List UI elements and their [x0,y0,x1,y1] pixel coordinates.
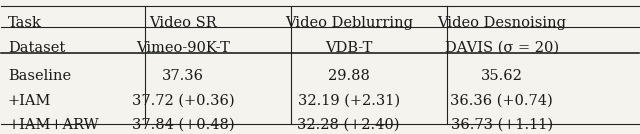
Text: 36.73 (+1.11): 36.73 (+1.11) [451,118,553,132]
Text: +IAM+ARW: +IAM+ARW [8,118,99,132]
Text: VDB-T: VDB-T [325,41,372,55]
Text: 32.19 (+2.31): 32.19 (+2.31) [298,94,400,108]
Text: +IAM: +IAM [8,94,51,108]
Text: DAVIS (σ = 20): DAVIS (σ = 20) [445,41,559,55]
Text: Video Deblurring: Video Deblurring [285,16,413,30]
Text: 37.72 (+0.36): 37.72 (+0.36) [132,94,234,108]
Text: 35.62: 35.62 [481,69,522,83]
Text: 37.84 (+0.48): 37.84 (+0.48) [132,118,234,132]
Text: 32.28 (+2.40): 32.28 (+2.40) [298,118,400,132]
Text: 36.36 (+0.74): 36.36 (+0.74) [450,94,553,108]
Text: Dataset: Dataset [8,41,65,55]
Text: Video Desnoising: Video Desnoising [437,16,566,30]
Text: Vimeo-90K-T: Vimeo-90K-T [136,41,230,55]
Text: Video SR: Video SR [149,16,217,30]
Text: 37.36: 37.36 [162,69,204,83]
Text: Baseline: Baseline [8,69,71,83]
Text: Task: Task [8,16,42,30]
Text: 29.88: 29.88 [328,69,370,83]
